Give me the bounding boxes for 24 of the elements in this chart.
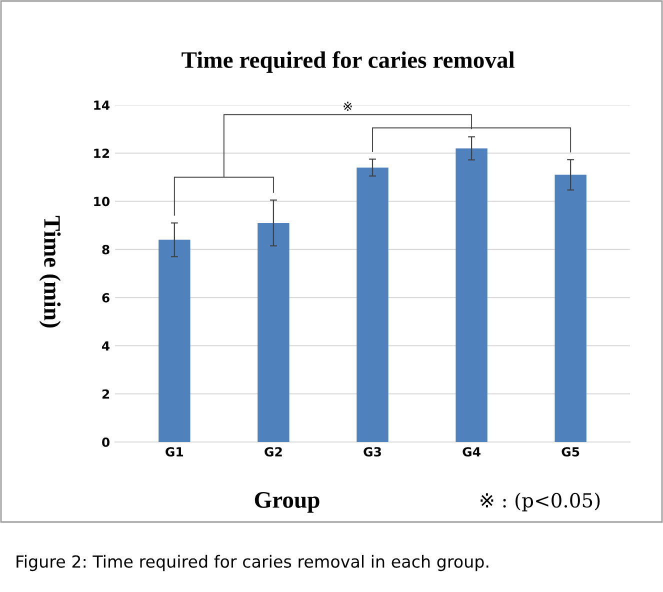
text: ※ : (p<0.05) — [480, 492, 600, 512]
y-tick-label: 10 — [94, 196, 110, 206]
chart-title: Time required for caries removal — [182, 51, 514, 73]
y-tick-label: 12 — [94, 148, 110, 158]
y-tick-label: 8 — [102, 244, 110, 254]
x-tick-label: G5 — [562, 447, 580, 457]
y-tick-label: 2 — [102, 389, 110, 399]
x-tick-label: G1 — [166, 447, 184, 457]
x-axis-title: Group — [254, 492, 320, 513]
y-tick-label: 14 — [94, 100, 110, 110]
y-tick-label: 6 — [102, 293, 110, 302]
annotation: ※ — [344, 102, 352, 111]
y-tick-label: 0 — [102, 437, 110, 447]
y-axis-title: Time (min) — [39, 216, 61, 328]
caption: Figure 2: Time required for caries removal in each group. — [16, 554, 488, 572]
bar — [456, 148, 488, 442]
x-tick-label: G4 — [462, 447, 480, 457]
bar — [554, 174, 586, 442]
bar — [258, 222, 290, 442]
bar — [158, 240, 190, 442]
x-tick-label: G2 — [264, 447, 282, 457]
x-tick-label: G3 — [364, 447, 381, 457]
y-tick-label: 4 — [102, 341, 110, 350]
bar — [356, 168, 388, 442]
